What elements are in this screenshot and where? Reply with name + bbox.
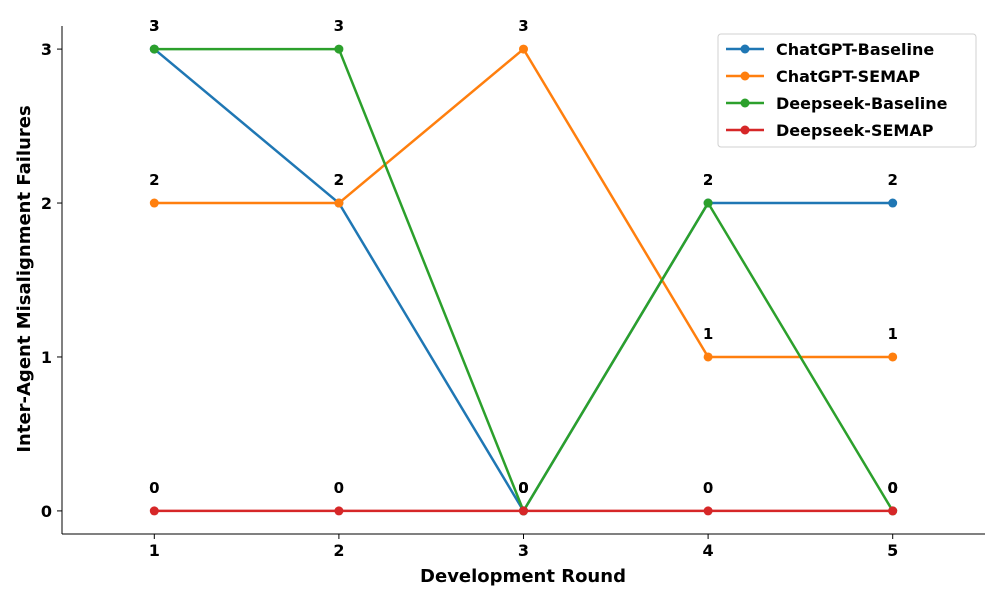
legend: ChatGPT-Baseline ChatGPT-SEMAP Deepseek-Ba… — [717, 33, 977, 148]
data-point — [149, 44, 159, 54]
data-label: 1 — [887, 325, 897, 343]
data-point — [519, 506, 528, 516]
y-axis-label: Inter-Agent Misalignment Failures — [14, 105, 35, 452]
data-label: 0 — [518, 479, 528, 497]
data-label: 0 — [887, 479, 897, 497]
data-label: 3 — [334, 17, 344, 35]
data-point — [703, 352, 713, 362]
data-point — [149, 198, 159, 208]
legend-marker — [740, 71, 750, 81]
y-tick-label: 1 — [41, 348, 52, 367]
legend-item: ChatGPT-Baseline — [726, 40, 934, 59]
legend-label: ChatGPT-Baseline — [776, 40, 934, 59]
data-label: 3 — [149, 17, 159, 35]
data-point — [149, 506, 159, 516]
legend-marker — [740, 125, 750, 135]
data-point — [334, 44, 344, 54]
y-tick-label: 3 — [41, 40, 52, 59]
data-label: 2 — [703, 171, 713, 189]
data-label: 1 — [703, 325, 713, 343]
data-label: 2 — [334, 171, 344, 189]
x-tick-label: 2 — [333, 541, 344, 560]
legend-item: ChatGPT-SEMAP — [726, 67, 920, 86]
legend-label: Deepseek-SEMAP — [776, 121, 934, 140]
legend-label: ChatGPT-SEMAP — [776, 67, 920, 86]
y-tick-label: 2 — [41, 194, 52, 213]
x-tick-label: 1 — [149, 541, 160, 560]
x-tick-label: 3 — [518, 541, 529, 560]
legend-box — [717, 33, 977, 148]
data-point — [519, 44, 528, 54]
x-tick-label: 5 — [887, 541, 898, 560]
data-label: 3 — [518, 17, 528, 35]
data-point — [703, 198, 713, 208]
data-label: 2 — [887, 171, 897, 189]
legend-item: Deepseek-Baseline — [726, 94, 948, 113]
data-point — [888, 352, 898, 362]
y-tick-label: 0 — [41, 502, 52, 521]
data-label: 0 — [703, 479, 713, 497]
legend-marker — [740, 98, 750, 108]
data-label: 0 — [887, 479, 897, 497]
data-label: 0 — [518, 479, 528, 497]
data-label: 0 — [334, 479, 344, 497]
series-chatgpt-semap — [149, 44, 898, 362]
legend-marker — [740, 44, 750, 54]
x-tick-label: 4 — [703, 541, 714, 560]
data-label: 2 — [149, 171, 159, 189]
data-point — [334, 506, 344, 516]
data-point — [888, 198, 898, 208]
data-point — [334, 198, 344, 208]
data-label: 3 — [149, 17, 159, 35]
x-axis-label: Development Round — [420, 566, 626, 587]
data-label: 0 — [149, 479, 159, 497]
legend-label: Deepseek-Baseline — [776, 94, 948, 113]
legend-item: Deepseek-SEMAP — [726, 121, 934, 140]
data-point — [888, 506, 898, 516]
data-label: 0 — [518, 479, 528, 497]
series-deepseek-semap — [149, 506, 898, 516]
data-label: 2 — [703, 171, 713, 189]
data-label: 2 — [334, 171, 344, 189]
data-point — [703, 506, 713, 516]
